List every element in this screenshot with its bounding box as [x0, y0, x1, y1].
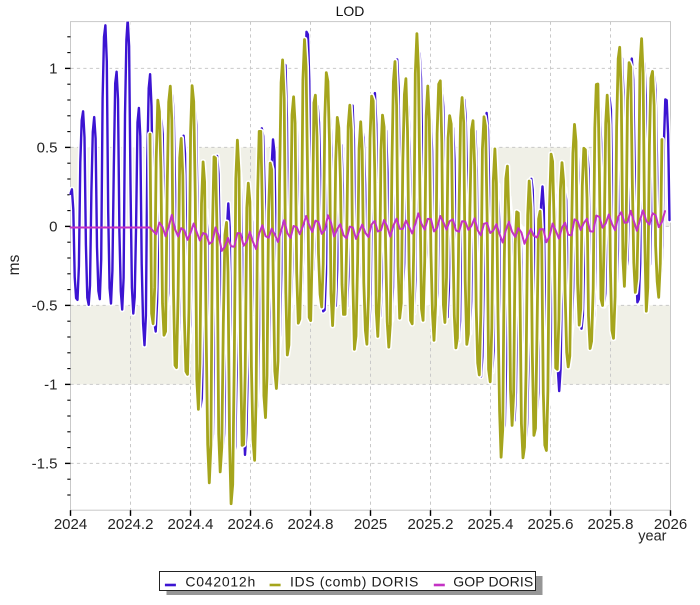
svg-text:0.5: 0.5 [37, 140, 58, 157]
svg-text:C042012h: C042012h [185, 574, 256, 590]
svg-text:0: 0 [49, 219, 57, 236]
svg-text:GOP DORIS: GOP DORIS [453, 574, 533, 590]
svg-text:2025.4: 2025.4 [468, 516, 514, 533]
svg-text:2024.4: 2024.4 [168, 516, 214, 533]
svg-text:2025.8: 2025.8 [588, 516, 634, 533]
svg-text:2024: 2024 [54, 516, 87, 533]
svg-text:2026: 2026 [654, 516, 687, 533]
svg-text:2025.2: 2025.2 [408, 516, 454, 533]
svg-text:ms: ms [6, 254, 23, 275]
svg-text:LOD: LOD [336, 3, 365, 19]
svg-text:1: 1 [49, 61, 57, 78]
svg-text:2024.2: 2024.2 [108, 516, 154, 533]
svg-text:2024.8: 2024.8 [288, 516, 334, 533]
svg-text:-1: -1 [44, 377, 57, 394]
svg-text:-0.5: -0.5 [32, 298, 58, 315]
svg-text:-1.5: -1.5 [32, 456, 58, 473]
svg-text:2025: 2025 [354, 516, 387, 533]
svg-text:2025.6: 2025.6 [528, 516, 574, 533]
svg-text:IDS (comb) DORIS: IDS (comb) DORIS [290, 574, 419, 590]
svg-text:2024.6: 2024.6 [228, 516, 274, 533]
svg-text:year: year [638, 529, 666, 545]
